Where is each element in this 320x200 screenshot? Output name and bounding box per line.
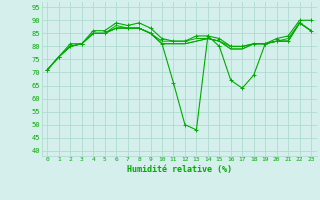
X-axis label: Humidité relative (%): Humidité relative (%) bbox=[127, 165, 232, 174]
